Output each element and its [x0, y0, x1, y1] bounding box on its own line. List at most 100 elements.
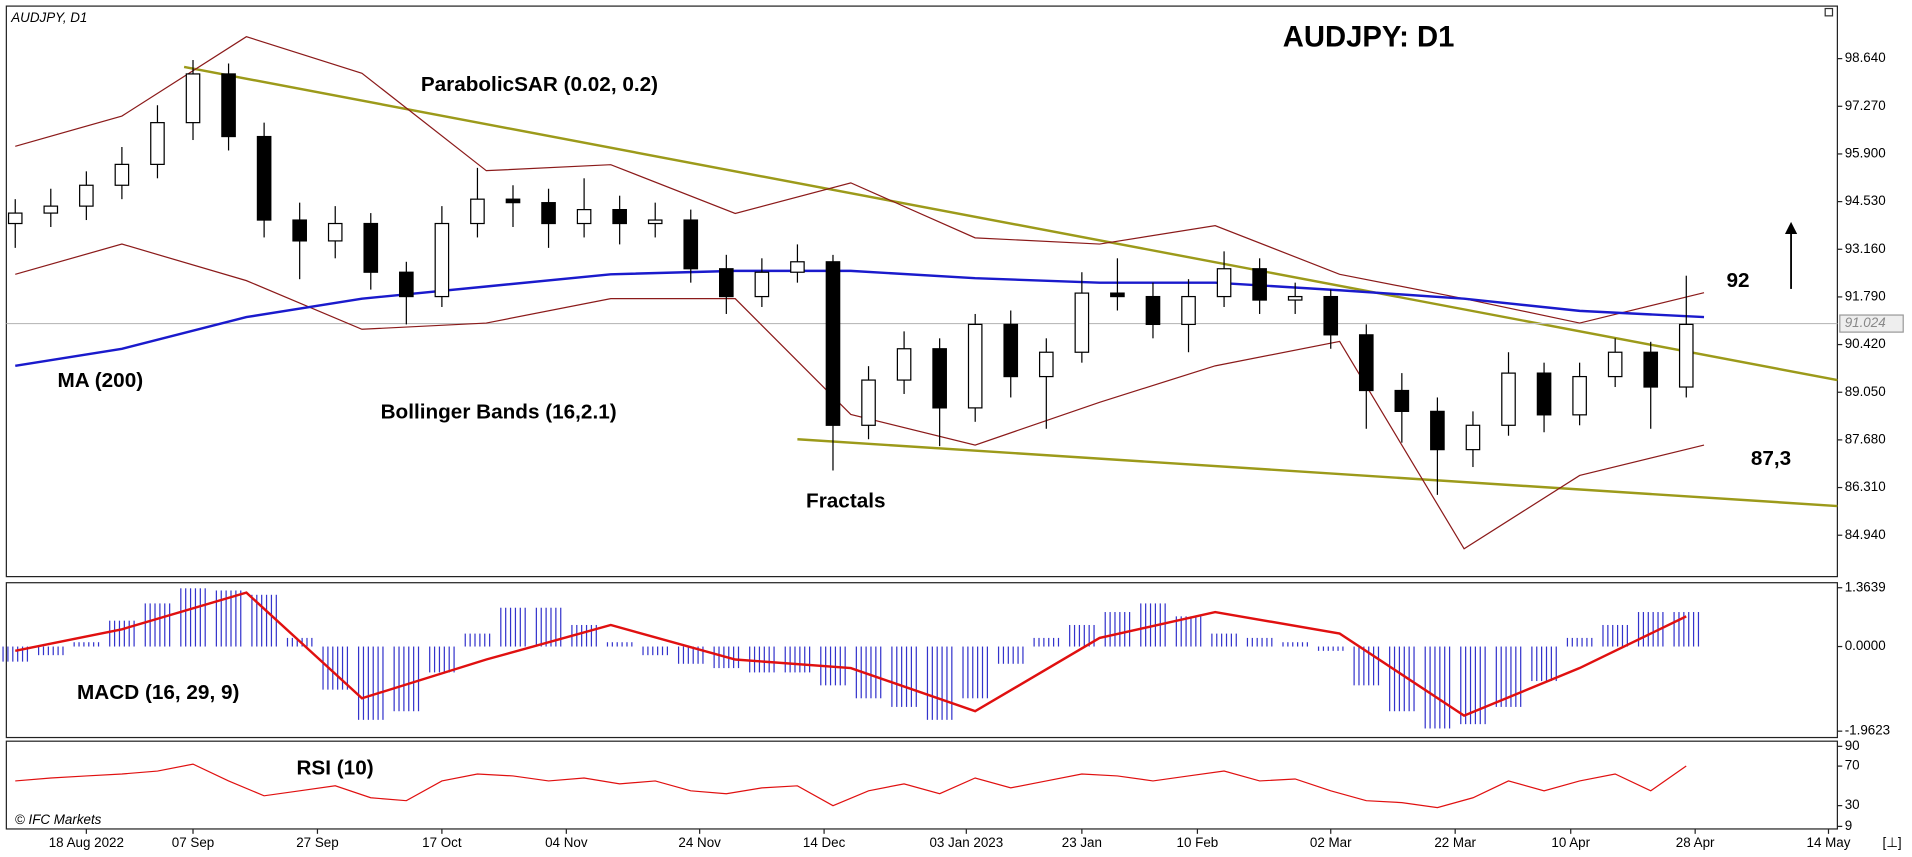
last-price-box [1839, 314, 1904, 333]
candle-body [1501, 372, 1516, 426]
candle-body [612, 208, 627, 225]
candle-body [327, 222, 343, 242]
candle-body [114, 163, 130, 186]
y-tick-label: 98.640 [1845, 50, 1886, 65]
x-tick-label: 28 Apr [1676, 835, 1715, 850]
bollinger-upper [15, 36, 1705, 324]
x-tick-label: 04 Nov [545, 835, 588, 850]
bollinger-label: Bollinger Bands (16,2.1) [381, 401, 617, 424]
candle-body [1643, 351, 1659, 388]
annotation: ParabolicSAR (0.02, 0.2) [421, 73, 658, 96]
annotation: Fractals [806, 490, 885, 513]
candle-body [1323, 295, 1339, 336]
candle-body [292, 219, 307, 242]
y-tick-label: 86.310 [1845, 479, 1886, 494]
candle-body [470, 198, 485, 225]
macd-label: MACD (16, 29, 9) [77, 681, 239, 704]
y-tick-label: 94.530 [1845, 193, 1886, 208]
x-tick-label: 03 Jan 2023 [929, 835, 1003, 850]
candle-body [932, 348, 947, 409]
rsi-panel [5, 740, 1838, 830]
x-tick-label: 07 Sep [172, 835, 214, 850]
macd-panel [5, 582, 1838, 739]
y-tick-label: 89.050 [1845, 384, 1886, 399]
y-tick-label: 87.680 [1845, 431, 1886, 446]
price-panel [5, 5, 1838, 578]
y-tick-label: 90.420 [1845, 336, 1886, 351]
candle-body [43, 205, 59, 214]
candle-body [1465, 424, 1481, 451]
window-button[interactable] [1824, 7, 1834, 17]
scroll-icon[interactable]: [⊥] [1882, 835, 1901, 850]
candle-body [683, 219, 699, 270]
y-tick-label: 70 [1845, 758, 1860, 773]
rsi-label: RSI (10) [296, 757, 373, 780]
x-tick-label: 10 Feb [1177, 835, 1219, 850]
annotation: 87,3 [1751, 447, 1791, 470]
candle-body [7, 212, 23, 225]
y-tick-label: 97.270 [1845, 98, 1886, 113]
moving-average [15, 269, 1705, 368]
arrow-head [1784, 221, 1798, 235]
candle-body [1252, 268, 1267, 301]
y-tick-label: 84.940 [1845, 527, 1886, 542]
candle-body [1394, 389, 1410, 412]
candle-body [1145, 295, 1161, 326]
candle-body [1110, 292, 1125, 298]
candle-body [1287, 295, 1303, 301]
candle-body [967, 323, 983, 409]
x-tick-label: 02 Mar [1310, 835, 1352, 850]
x-tick-label: 14 May [1807, 835, 1851, 850]
y-tick-label: 0.0000 [1845, 638, 1886, 653]
candle-body [576, 208, 592, 225]
candle-body [1607, 351, 1623, 378]
candle-body [1572, 375, 1587, 416]
candle-body [1678, 323, 1694, 388]
x-tick-label: 27 Sep [296, 835, 338, 850]
y-tick-label: 9 [1845, 818, 1852, 833]
rsi-line [15, 763, 1687, 809]
candle-body [1536, 372, 1552, 416]
candle-body [1358, 334, 1374, 392]
candle-body [1181, 295, 1196, 326]
symbol-label: AUDJPY, D1 [10, 10, 87, 25]
candle-body [221, 73, 236, 138]
candle-body [790, 261, 805, 273]
candle-body [79, 184, 94, 207]
candle-body [1074, 292, 1090, 353]
candle-body [861, 379, 876, 426]
candle-body [754, 271, 770, 298]
y-tick-label: 30 [1845, 797, 1860, 812]
candle-body [1430, 410, 1445, 451]
candle-body [719, 268, 734, 298]
chart-title: AUDJPY: D1 [1283, 22, 1455, 54]
candle-body [150, 122, 165, 165]
copyright: © IFC Markets [15, 812, 102, 827]
bollinger-lower [15, 243, 1705, 550]
candle-body [256, 135, 272, 221]
y-tick-label: 91.790 [1845, 288, 1886, 303]
candle-body [399, 271, 414, 298]
ma-label: MA (200) [58, 369, 144, 392]
annotation: 92 [1726, 269, 1749, 292]
candle-body [1038, 351, 1054, 378]
candle-body [1003, 323, 1019, 378]
candle-body [1216, 268, 1232, 298]
x-tick-label: 24 Nov [678, 835, 721, 850]
x-tick-label: 22 Mar [1434, 835, 1476, 850]
last-price-label: 91.024 [1845, 315, 1886, 330]
y-tick-label: -1.9623 [1845, 723, 1890, 738]
candle-body [647, 219, 663, 225]
y-tick-label: 95.900 [1845, 145, 1886, 160]
candle-body [185, 73, 201, 124]
y-tick-label: 90 [1845, 738, 1860, 753]
y-tick-label: 93.160 [1845, 241, 1886, 256]
macd-signal [15, 591, 1687, 717]
candle-body [434, 222, 450, 298]
candle-body [541, 202, 556, 225]
y-tick-label: 1.3639 [1845, 579, 1886, 594]
x-tick-label: 14 Dec [803, 835, 846, 850]
x-tick-label: 18 Aug 2022 [49, 835, 124, 850]
candle-body [363, 222, 379, 273]
